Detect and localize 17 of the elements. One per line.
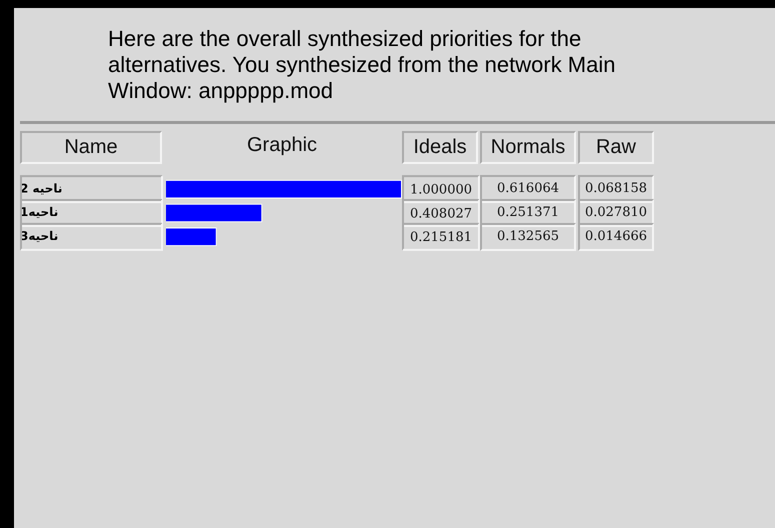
text: 0.616064 [480,175,576,204]
text: Ideals [402,131,478,164]
text: 0.027810 [578,199,654,227]
data-label: 0.215181 [410,230,472,246]
text: 0.132565 [480,222,576,251]
text: Normals [480,131,576,164]
text: 0.014666 [578,222,654,251]
text: Graphic [246,133,318,158]
y-tick-label: ناحیه3 [20,228,58,243]
chart-title: Here are the overall synthesized priorities for the alternatives. You synthesized from the network Main Window: anppppp.mod [20,12,775,124]
y-tick-label: ناحیه1 [20,205,58,220]
text: 0.251371 [480,199,576,227]
data-label: 0.408027 [410,206,472,222]
text: Raw [578,131,654,164]
data-label: 1.000000 [410,182,472,198]
text: Name [20,131,162,164]
text: 0.068158 [578,175,654,204]
